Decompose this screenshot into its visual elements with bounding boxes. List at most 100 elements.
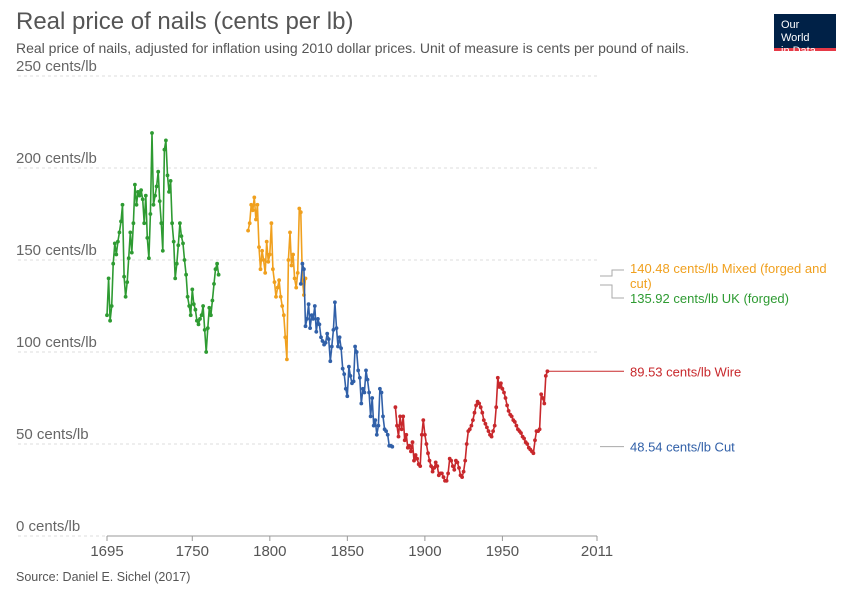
data-point[interactable]	[537, 427, 542, 432]
data-point[interactable]	[305, 317, 309, 321]
data-point[interactable]	[373, 418, 378, 422]
data-point[interactable]	[264, 239, 269, 244]
data-point[interactable]	[205, 326, 210, 330]
data-point[interactable]	[185, 294, 190, 299]
data-point[interactable]	[201, 304, 206, 308]
data-point[interactable]	[319, 335, 323, 340]
data-point[interactable]	[274, 294, 278, 299]
data-point[interactable]	[151, 202, 156, 207]
data-point[interactable]	[477, 401, 482, 406]
data-point[interactable]	[195, 318, 199, 323]
data-point[interactable]	[156, 169, 161, 174]
data-point[interactable]	[404, 432, 409, 437]
series-uk-forged[interactable]	[105, 131, 221, 354]
data-point[interactable]	[303, 324, 308, 329]
data-point[interactable]	[362, 390, 367, 395]
data-point[interactable]	[533, 438, 537, 443]
data-point[interactable]	[323, 340, 328, 345]
data-point[interactable]	[483, 421, 488, 426]
data-point[interactable]	[471, 418, 475, 422]
data-point[interactable]	[252, 195, 257, 200]
data-point[interactable]	[126, 256, 131, 261]
data-point[interactable]	[306, 302, 311, 307]
data-point[interactable]	[257, 245, 261, 250]
data-point[interactable]	[379, 390, 384, 395]
data-point[interactable]	[419, 432, 424, 437]
data-point[interactable]	[374, 432, 379, 437]
data-point[interactable]	[191, 302, 196, 307]
data-point[interactable]	[255, 202, 260, 207]
data-point[interactable]	[433, 460, 438, 465]
data-point[interactable]	[250, 208, 255, 213]
data-point[interactable]	[292, 276, 297, 281]
data-point[interactable]	[491, 429, 495, 433]
data-point[interactable]	[160, 248, 165, 253]
data-point[interactable]	[314, 329, 319, 334]
data-point[interactable]	[500, 386, 505, 391]
series-line[interactable]	[247, 196, 307, 361]
data-point[interactable]	[294, 285, 299, 290]
data-point[interactable]	[384, 429, 388, 433]
data-point[interactable]	[543, 374, 548, 378]
data-point[interactable]	[111, 261, 116, 266]
data-point[interactable]	[182, 258, 187, 262]
data-point[interactable]	[415, 456, 419, 461]
data-point[interactable]	[112, 241, 117, 246]
data-point[interactable]	[106, 276, 111, 281]
data-point[interactable]	[298, 210, 303, 215]
series-mixed-forged-and-cut[interactable]	[246, 195, 308, 362]
data-point[interactable]	[114, 252, 119, 257]
data-point[interactable]	[131, 221, 136, 226]
data-point[interactable]	[331, 328, 336, 332]
data-point[interactable]	[326, 337, 331, 341]
data-point[interactable]	[174, 261, 179, 266]
data-point[interactable]	[167, 190, 171, 194]
data-point[interactable]	[429, 464, 433, 468]
series-cut[interactable]	[298, 261, 395, 449]
data-point[interactable]	[449, 458, 454, 463]
data-point[interactable]	[164, 138, 168, 143]
data-point[interactable]	[145, 236, 150, 240]
data-point[interactable]	[109, 304, 114, 308]
data-point[interactable]	[423, 432, 427, 437]
data-point[interactable]	[385, 432, 390, 437]
data-point[interactable]	[364, 368, 368, 373]
series-wire[interactable]	[393, 369, 550, 483]
data-point[interactable]	[210, 298, 215, 303]
data-point[interactable]	[455, 460, 460, 465]
data-point[interactable]	[148, 212, 153, 216]
data-point[interactable]	[263, 271, 268, 275]
data-point[interactable]	[432, 466, 437, 470]
data-point[interactable]	[176, 243, 181, 248]
data-point[interactable]	[502, 390, 506, 395]
data-point[interactable]	[430, 469, 435, 474]
data-point[interactable]	[494, 405, 499, 410]
data-point[interactable]	[181, 241, 185, 246]
data-point[interactable]	[474, 403, 478, 408]
data-point[interactable]	[525, 442, 530, 446]
data-point[interactable]	[365, 377, 370, 382]
data-point[interactable]	[178, 221, 182, 226]
data-point[interactable]	[165, 173, 170, 178]
data-point[interactable]	[125, 280, 130, 284]
data-point[interactable]	[412, 458, 416, 463]
data-point[interactable]	[519, 431, 523, 435]
data-point[interactable]	[398, 414, 402, 419]
data-point[interactable]	[137, 193, 142, 198]
data-point[interactable]	[461, 469, 466, 474]
data-point[interactable]	[150, 131, 154, 135]
data-point[interactable]	[128, 230, 133, 235]
data-point[interactable]	[134, 202, 139, 207]
data-point[interactable]	[396, 434, 401, 439]
data-point[interactable]	[342, 372, 347, 376]
data-point[interactable]	[302, 267, 306, 272]
data-point[interactable]	[246, 228, 251, 233]
data-point[interactable]	[170, 221, 175, 226]
data-point[interactable]	[426, 451, 430, 456]
data-point[interactable]	[108, 318, 112, 323]
data-point[interactable]	[381, 414, 385, 419]
data-point[interactable]	[116, 239, 120, 244]
data-point[interactable]	[162, 147, 167, 152]
data-point[interactable]	[291, 252, 295, 257]
data-point[interactable]	[354, 350, 359, 354]
